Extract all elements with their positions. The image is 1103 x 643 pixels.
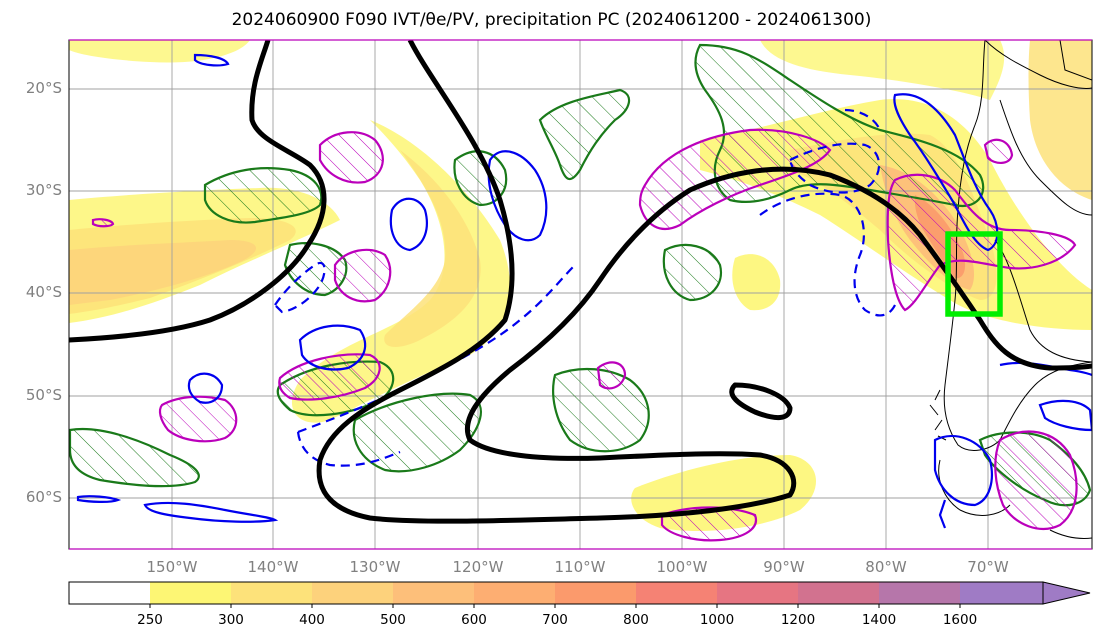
lon-label-100w: 100°W	[656, 558, 708, 576]
lat-label-30s: 30°S	[25, 181, 62, 199]
lon-label-120w: 120°W	[452, 558, 504, 576]
cb-seg-9	[798, 582, 879, 604]
map-title: 2024060900 F090 IVT/θe/PV, precipitation…	[231, 10, 872, 30]
cb-seg-0	[69, 582, 150, 604]
cb-label-300: 300	[218, 612, 244, 628]
cb-label-1400: 1400	[861, 612, 897, 628]
cb-label-800: 800	[623, 612, 649, 628]
lat-label-50s: 50°S	[25, 386, 62, 404]
lat-label-60s: 60°S	[25, 488, 62, 506]
ivt-shading	[69, 40, 1092, 531]
cb-seg-2	[231, 582, 312, 604]
lat-label-40s: 40°S	[25, 283, 62, 301]
cb-label-500: 500	[380, 612, 406, 628]
cb-label-400: 400	[299, 612, 325, 628]
cb-seg-10	[879, 582, 960, 604]
lon-label-90w: 90°W	[763, 558, 805, 576]
lon-label-70w: 70°W	[967, 558, 1009, 576]
cb-seg-11	[960, 582, 1043, 604]
lon-label-80w: 80°W	[865, 558, 907, 576]
cb-seg-3	[312, 582, 393, 604]
cb-label-1200: 1200	[780, 612, 816, 628]
cb-seg-7	[636, 582, 717, 604]
lat-label-20s: 20°S	[25, 79, 62, 97]
lon-label-150w: 150°W	[146, 558, 198, 576]
cb-seg-6	[555, 582, 636, 604]
cb-label-600: 600	[461, 612, 487, 628]
colorbar	[68, 581, 1091, 608]
cb-seg-1	[150, 582, 231, 604]
magenta-hatched-contours	[91, 128, 1078, 542]
cb-seg-4	[393, 582, 474, 604]
lon-label-110w: 110°W	[554, 558, 606, 576]
cb-seg-8	[717, 582, 798, 604]
cb-label-1600: 1600	[942, 612, 978, 628]
cb-label-1000: 1000	[699, 612, 735, 628]
lon-label-130w: 130°W	[349, 558, 401, 576]
cb-label-250: 250	[137, 612, 163, 628]
target-box	[945, 231, 1003, 317]
ivt-thick-contours	[69, 40, 1092, 524]
lon-label-140w: 140°W	[247, 558, 299, 576]
cb-label-700: 700	[542, 612, 568, 628]
cb-arrow	[1042, 581, 1091, 605]
cb-seg-5	[474, 582, 555, 604]
